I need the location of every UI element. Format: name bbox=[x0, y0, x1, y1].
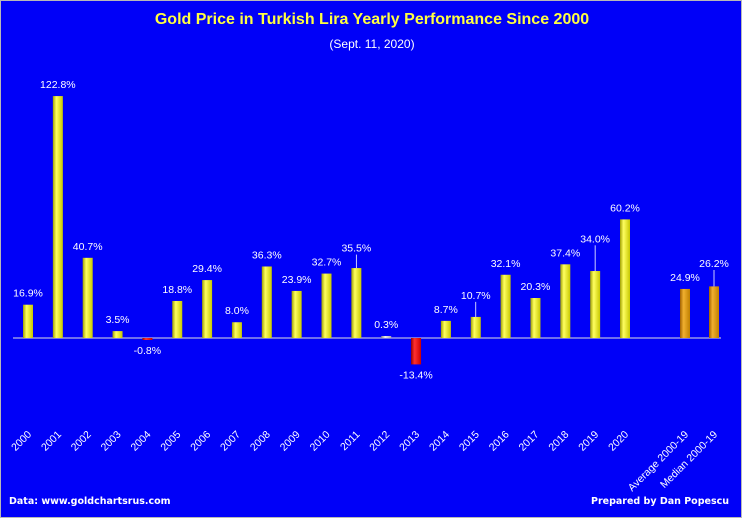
data-label: 60.2% bbox=[610, 202, 640, 214]
x-tick-label: 2001 bbox=[39, 429, 64, 454]
x-tick-label: 2008 bbox=[248, 429, 273, 454]
x-tick-label: 2011 bbox=[338, 429, 363, 454]
bar-2012 bbox=[381, 336, 392, 338]
x-tick-label: 2016 bbox=[487, 429, 512, 454]
x-tick-label: 2005 bbox=[158, 429, 183, 454]
data-label: 32.7% bbox=[312, 257, 342, 269]
data-label: 29.4% bbox=[192, 263, 222, 275]
data-label: 36.3% bbox=[252, 249, 282, 261]
bar-2008 bbox=[261, 266, 272, 338]
bar-2013 bbox=[411, 338, 422, 365]
bar-2009 bbox=[291, 290, 302, 338]
data-label: 20.3% bbox=[521, 281, 551, 293]
x-tick-label: 2004 bbox=[129, 429, 154, 454]
bar-2019 bbox=[590, 271, 601, 338]
data-label: 16.9% bbox=[13, 288, 43, 300]
bar-2001 bbox=[52, 96, 63, 338]
bar-2002 bbox=[82, 257, 93, 338]
data-label: 24.9% bbox=[670, 272, 700, 284]
data-label: 35.5% bbox=[341, 243, 371, 255]
bar-2016 bbox=[500, 274, 511, 338]
x-tick-label: 2003 bbox=[99, 429, 124, 454]
x-tick-label: 2007 bbox=[218, 429, 243, 454]
bar-2015 bbox=[470, 316, 481, 338]
bar-2018 bbox=[560, 264, 571, 338]
data-label: -13.4% bbox=[399, 369, 432, 381]
x-tick-label: 2009 bbox=[278, 429, 303, 454]
data-label: 3.5% bbox=[106, 314, 130, 326]
data-label: 10.7% bbox=[461, 290, 491, 302]
bar-2004 bbox=[142, 338, 153, 340]
x-tick-label: 2015 bbox=[457, 429, 482, 454]
x-tick-label: 2013 bbox=[397, 429, 422, 454]
bar-2014 bbox=[440, 320, 451, 338]
x-tick-label: 2010 bbox=[308, 429, 333, 454]
x-tick-label: 2019 bbox=[576, 429, 601, 454]
data-label: 122.8% bbox=[40, 79, 76, 91]
x-tick-label: 2020 bbox=[606, 429, 631, 454]
bar-2010 bbox=[321, 273, 332, 338]
data-source: Data: www.goldchartsrus.com bbox=[9, 496, 171, 507]
chart-subtitle: (Sept. 11, 2020) bbox=[329, 37, 415, 51]
data-label: 26.2% bbox=[699, 258, 729, 270]
bar-2007 bbox=[231, 322, 242, 338]
x-tick-label: 2000 bbox=[9, 429, 34, 454]
bar-median-2000-19 bbox=[709, 286, 719, 338]
data-label: -0.8% bbox=[134, 345, 161, 357]
data-label: 34.0% bbox=[580, 233, 610, 245]
data-label: 8.0% bbox=[225, 305, 249, 317]
x-tick-label: 2012 bbox=[367, 429, 392, 454]
data-label: 0.3% bbox=[374, 319, 398, 331]
bar-2020 bbox=[620, 219, 630, 338]
bar-2005 bbox=[172, 300, 183, 338]
bar-average-2000-19 bbox=[680, 288, 690, 338]
bar-2017 bbox=[530, 298, 541, 338]
data-label: 18.8% bbox=[162, 284, 192, 296]
x-tick-label: 2002 bbox=[69, 429, 94, 454]
x-tick-label: 2006 bbox=[188, 429, 213, 454]
x-tick-label: 2017 bbox=[517, 429, 542, 454]
bar-2003 bbox=[112, 331, 123, 338]
data-label: 8.7% bbox=[434, 304, 458, 316]
data-label: 37.4% bbox=[550, 247, 580, 259]
bar-2011 bbox=[351, 268, 362, 338]
bar-2000 bbox=[23, 304, 33, 338]
data-label: 32.1% bbox=[491, 258, 521, 270]
x-tick-label: 2014 bbox=[427, 429, 452, 454]
data-label: 23.9% bbox=[282, 274, 312, 286]
chart-title: Gold Price in Turkish Lira Yearly Perfor… bbox=[154, 11, 590, 28]
x-tick-label: 2018 bbox=[546, 429, 571, 454]
author-credit: Prepared by Dan Popescu bbox=[591, 496, 729, 507]
bar-2006 bbox=[202, 280, 213, 338]
data-label: 40.7% bbox=[73, 241, 103, 253]
